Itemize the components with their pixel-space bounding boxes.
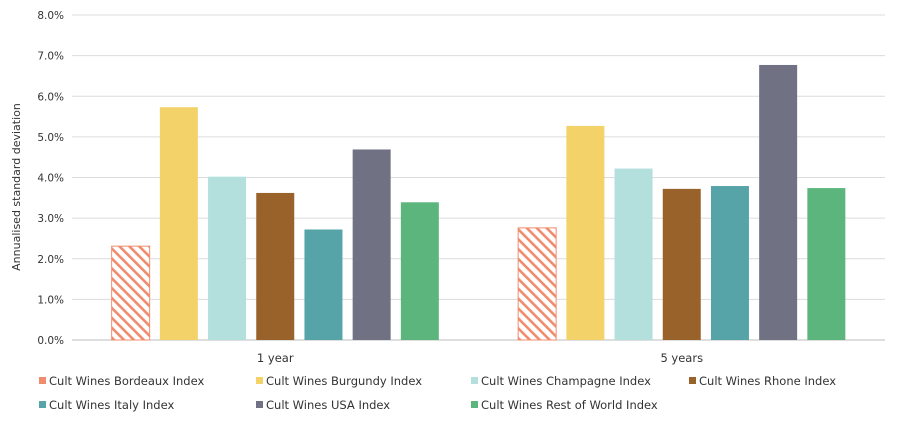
bar	[759, 64, 798, 340]
legend-label: Cult Wines Burgundy Index	[266, 374, 422, 388]
y-tick-label: 3.0%	[37, 213, 64, 225]
legend-swatch	[256, 401, 263, 408]
x-category-label: 1 year	[257, 351, 294, 365]
y-tick-label: 4.0%	[37, 173, 64, 185]
bar	[208, 176, 247, 340]
bars	[111, 64, 846, 341]
legend-label: Cult Wines Italy Index	[49, 398, 174, 412]
legend-label: Cult Wines Bordeaux Index	[49, 374, 204, 388]
legend-label: Cult Wines Rest of World Index	[481, 398, 658, 412]
bar	[304, 229, 343, 340]
y-axis-label: Annualised standard deviation	[10, 103, 23, 271]
legend-label: Cult Wines USA Index	[266, 398, 390, 412]
y-tick-label: 8.0%	[37, 10, 64, 22]
bar	[710, 186, 749, 340]
y-tick-label: 5.0%	[37, 132, 64, 144]
bar	[111, 245, 151, 341]
bar	[517, 227, 557, 341]
legend-swatch	[471, 377, 478, 384]
bar	[352, 149, 391, 340]
legend-label: Cult Wines Champagne Index	[481, 374, 651, 388]
y-tick-label: 7.0%	[37, 51, 64, 63]
gridlines	[72, 14, 885, 341]
y-tick-label: 0.0%	[37, 335, 64, 347]
legend-swatch	[39, 401, 46, 408]
bar	[566, 125, 605, 340]
x-axis-categories: 1 year 5 years	[257, 351, 703, 365]
legend-swatch	[471, 401, 478, 408]
y-tick-label: 1.0%	[37, 294, 64, 306]
legend-label: Cult Wines Rhone Index	[699, 374, 836, 388]
y-axis-ticks: 0.0% 1.0% 2.0% 3.0% 4.0% 5.0% 6.0% 7.0% 8.0%	[37, 10, 64, 347]
bar	[614, 168, 653, 340]
legend: Cult Wines Bordeaux Index Cult Wines Burg…	[39, 374, 836, 412]
bar	[159, 107, 198, 340]
legend-swatch	[39, 377, 46, 384]
legend-swatch	[689, 377, 696, 384]
bar	[662, 188, 701, 340]
bar	[256, 192, 295, 340]
legend-swatch	[256, 377, 263, 384]
y-tick-label: 6.0%	[37, 91, 64, 103]
bar	[400, 202, 439, 340]
bar	[807, 188, 846, 340]
x-category-label: 5 years	[660, 351, 703, 365]
y-tick-label: 2.0%	[37, 254, 64, 266]
